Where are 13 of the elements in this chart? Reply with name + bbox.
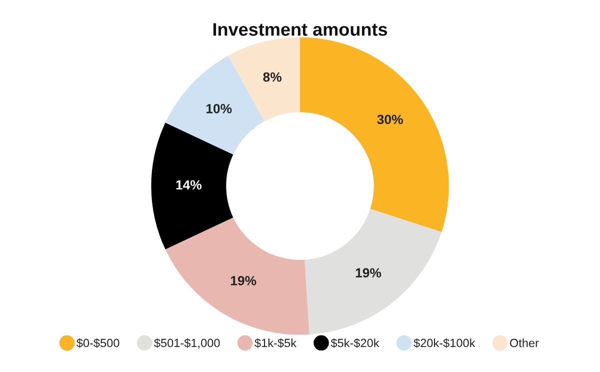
legend-label: Other bbox=[510, 338, 539, 348]
data-label: 19% bbox=[230, 276, 256, 286]
legend-label: $5k-$20k bbox=[330, 338, 380, 348]
data-label: 10% bbox=[206, 104, 232, 114]
legend-label: $1k-$5k bbox=[254, 338, 296, 348]
data-label: 14% bbox=[176, 180, 202, 190]
chart-title: Investment amounts bbox=[213, 23, 388, 36]
legend-label: $0-$500 bbox=[76, 338, 120, 348]
data-label: 8% bbox=[263, 72, 282, 82]
legend-label: $501-$1,000 bbox=[154, 338, 220, 349]
data-label: 19% bbox=[356, 268, 382, 278]
data-label: 30% bbox=[377, 114, 403, 124]
legend-label: $20k-$100k bbox=[414, 338, 476, 348]
